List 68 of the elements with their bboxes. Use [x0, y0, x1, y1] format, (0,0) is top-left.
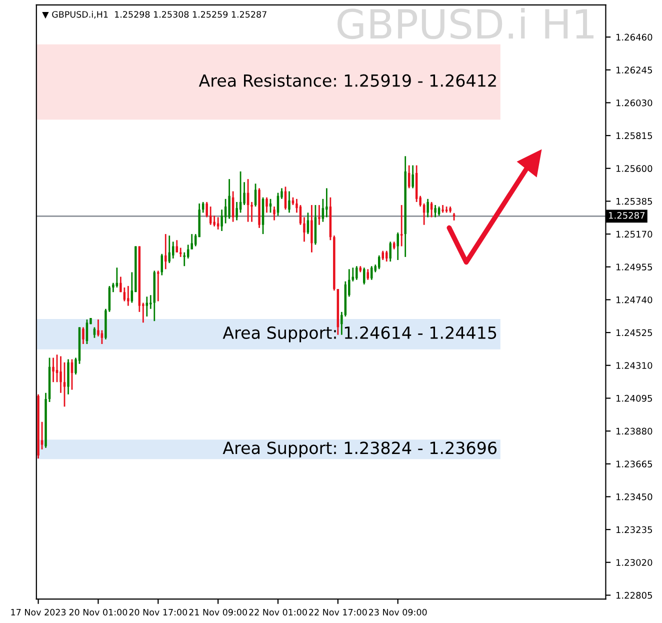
band-label: Area Support: 1.24614 - 1.24415	[222, 326, 496, 342]
candlestick	[434, 204, 436, 218]
candlestick	[82, 326, 84, 345]
candlestick	[299, 204, 302, 226]
candlestick	[273, 206, 276, 221]
y-tick-label: 1.25600	[616, 165, 652, 172]
y-tick-label: 1.24095	[616, 394, 652, 402]
candlestick	[389, 240, 392, 262]
x-tick-label: 21 Nov 09:00	[189, 608, 247, 616]
candlestick	[93, 326, 96, 339]
candlestick	[266, 196, 268, 214]
candlestick	[322, 198, 324, 223]
candlestick	[412, 164, 414, 189]
y-tick-label: 1.23665	[616, 460, 652, 468]
band-label: Area Support: 1.23824 - 1.23696	[222, 442, 497, 458]
y-tick-label: 1.26460	[616, 34, 652, 41]
candlestick	[303, 216, 306, 242]
y-tick-label: 1.26245	[616, 66, 652, 74]
y-tick-label: 1.26030	[616, 99, 652, 106]
x-tick-label: 17 Nov 2023	[11, 608, 66, 616]
candlestick	[63, 362, 66, 408]
candlestick	[206, 201, 208, 218]
x-tick-label: 22 Nov 01:00	[249, 608, 307, 616]
candlestick	[86, 318, 88, 345]
x-tick-label: 20 Nov 17:00	[129, 608, 188, 616]
candlestick	[176, 239, 178, 254]
candlestick	[363, 266, 366, 286]
ref-line-label: 1.25287	[609, 212, 645, 219]
candlestick	[370, 265, 373, 281]
y-tick-label: 1.25170	[616, 230, 652, 238]
candlestick	[97, 318, 100, 338]
y-tick-label: 1.25815	[616, 132, 652, 140]
y-tick-label: 1.23020	[616, 559, 652, 566]
candlestick	[366, 268, 370, 281]
x-tick-label: 22 Nov 17:00	[309, 608, 367, 616]
x-tick-label: 23 Nov 09:00	[369, 608, 427, 616]
candlestick	[310, 204, 313, 254]
candlestick	[60, 356, 62, 394]
y-tick-label: 1.23235	[616, 526, 652, 534]
band-label: Area Resistance: 1.25919 - 1.26412	[198, 74, 496, 87]
y-tick-label: 1.23880	[616, 428, 652, 435]
candlestick	[228, 178, 230, 220]
y-tick-label: 1.25385	[616, 198, 652, 205]
candlestick	[243, 181, 246, 206]
candlestick	[157, 270, 160, 302]
y-tick-label: 1.22805	[616, 592, 652, 599]
candlestick	[236, 201, 238, 221]
text: ▼ GBPUSD.i,H1 1.25298 1.25308 1.25259 1.25287	[42, 10, 266, 19]
candlestick	[326, 188, 328, 218]
candlestick	[288, 190, 290, 214]
x-tick-label: 20 Nov 01:00	[69, 608, 128, 616]
y-tick-label: 1.24310	[616, 362, 652, 369]
candlestick	[356, 265, 358, 281]
candlestick	[426, 198, 429, 218]
y-tick-label: 1.23450	[616, 493, 652, 500]
candlestick	[209, 206, 212, 226]
candlestick	[52, 357, 54, 383]
candlestick	[164, 233, 167, 270]
candlestick	[250, 201, 253, 223]
candlestick	[396, 232, 399, 261]
candlestick	[318, 204, 320, 226]
candlestick	[220, 208, 223, 232]
y-tick-label: 1.24740	[616, 296, 652, 304]
candlestick	[382, 250, 384, 261]
y-tick-label: 1.24525	[616, 329, 652, 336]
y-tick-label: 1.24955	[616, 264, 652, 270]
candlestick	[127, 285, 130, 307]
candlestick	[183, 252, 186, 267]
